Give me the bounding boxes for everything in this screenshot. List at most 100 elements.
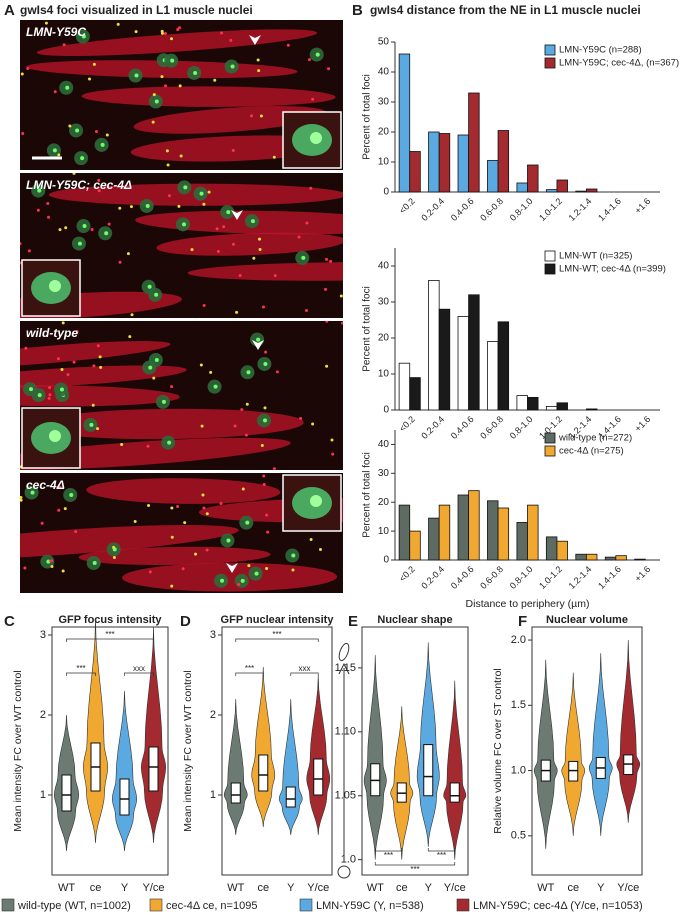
y-tick-label: 2 xyxy=(40,709,46,721)
x-tick-label: WT xyxy=(537,882,554,894)
granule xyxy=(98,355,102,359)
x-tick-label: 0.8-1.0 xyxy=(508,196,535,223)
legend-label: LMN-Y59C (n=288) xyxy=(559,45,642,56)
bar xyxy=(409,377,421,411)
legend-swatch xyxy=(544,57,556,69)
violin xyxy=(251,666,276,828)
y-tick-label: 1.0 xyxy=(511,764,526,776)
violin xyxy=(223,698,248,836)
significance-label: *** xyxy=(245,664,254,673)
violin xyxy=(561,672,586,836)
granule xyxy=(311,97,315,101)
granule xyxy=(61,569,65,573)
granule xyxy=(170,506,174,510)
bar xyxy=(438,308,451,411)
y-tick-label: 10 xyxy=(378,369,390,380)
granule xyxy=(72,173,76,175)
bar xyxy=(468,490,480,561)
box xyxy=(285,786,296,808)
focus xyxy=(75,128,80,133)
granule xyxy=(244,433,248,437)
y-tick-label: 1 xyxy=(40,789,46,801)
granule xyxy=(44,21,48,25)
granule xyxy=(240,408,244,412)
granule xyxy=(176,505,180,509)
focus xyxy=(226,538,231,543)
granule xyxy=(170,385,174,389)
bar xyxy=(398,504,411,561)
bar xyxy=(585,553,598,561)
panel-title: gwIs4 distance from the NE in L1 muscle … xyxy=(370,3,641,17)
focus xyxy=(37,188,42,193)
focus xyxy=(263,418,268,423)
focus xyxy=(30,490,35,495)
box xyxy=(313,758,324,796)
shape-icons xyxy=(337,642,351,879)
legend-label: LMN-Y59C; cec-4Δ, (n=367) xyxy=(559,58,679,69)
x-tick-label: 1.2-1.4 xyxy=(567,564,594,591)
significance-bracket xyxy=(66,672,96,676)
granule xyxy=(56,357,60,361)
panel-title: gwIs4 foci visualized in L1 muscle nucle… xyxy=(20,3,253,17)
granule xyxy=(259,114,263,118)
granule xyxy=(213,78,217,82)
granule xyxy=(23,566,27,570)
granule xyxy=(163,32,167,36)
bar xyxy=(497,321,510,411)
y-tick-label: 20 xyxy=(378,497,390,508)
y-tick-label: 10 xyxy=(378,157,390,168)
granule xyxy=(201,493,205,497)
granule xyxy=(331,452,335,456)
micrograph: LMN-Y59C; cec-4Δ xyxy=(20,173,343,318)
focus xyxy=(37,393,42,398)
x-tick-label: WT xyxy=(367,882,384,894)
granule xyxy=(309,538,313,541)
muscle-cell xyxy=(20,385,180,407)
bar xyxy=(438,504,451,561)
significance-label: *** xyxy=(76,664,85,673)
x-tick-label: ce xyxy=(257,882,269,894)
granule xyxy=(272,155,276,159)
granule xyxy=(305,221,309,225)
x-tick-label: 0.4-0.6 xyxy=(449,196,476,223)
granule xyxy=(202,506,206,510)
granule xyxy=(160,75,164,79)
violin xyxy=(443,680,467,860)
muscle-cell xyxy=(156,232,343,256)
muscle-cell xyxy=(81,86,336,107)
granule xyxy=(275,370,279,374)
bar xyxy=(497,507,510,561)
violin xyxy=(306,674,331,836)
bar xyxy=(487,160,499,193)
bar xyxy=(457,315,470,411)
granule xyxy=(327,67,331,71)
granule xyxy=(261,305,265,309)
x-tick-label: 0.6-0.8 xyxy=(478,564,505,591)
focus xyxy=(65,85,70,90)
focus xyxy=(69,492,74,497)
muscle-cell xyxy=(36,29,318,57)
granule xyxy=(330,438,334,442)
violin xyxy=(533,659,558,849)
y-axis-label: Percent of total foci xyxy=(362,286,373,372)
plot-frame xyxy=(51,626,169,876)
granule xyxy=(40,521,44,525)
granule xyxy=(97,189,101,193)
legend-swatch xyxy=(299,898,313,912)
bar xyxy=(575,190,587,193)
y-tick-label: 1.15 xyxy=(335,662,356,674)
granule xyxy=(72,360,76,364)
y-tick-label: 2.0 xyxy=(511,634,526,646)
focus xyxy=(92,560,97,565)
granule xyxy=(324,257,328,261)
plot-frame xyxy=(531,626,643,876)
focus xyxy=(154,358,159,363)
granule xyxy=(179,154,183,158)
granule xyxy=(130,313,134,317)
violin xyxy=(363,655,387,860)
x-tick-label: 0.2-0.4 xyxy=(419,564,446,591)
granule xyxy=(222,225,226,229)
y-tick-label: 30 xyxy=(378,297,390,308)
granule xyxy=(178,26,182,30)
muscle-cell xyxy=(187,262,343,281)
